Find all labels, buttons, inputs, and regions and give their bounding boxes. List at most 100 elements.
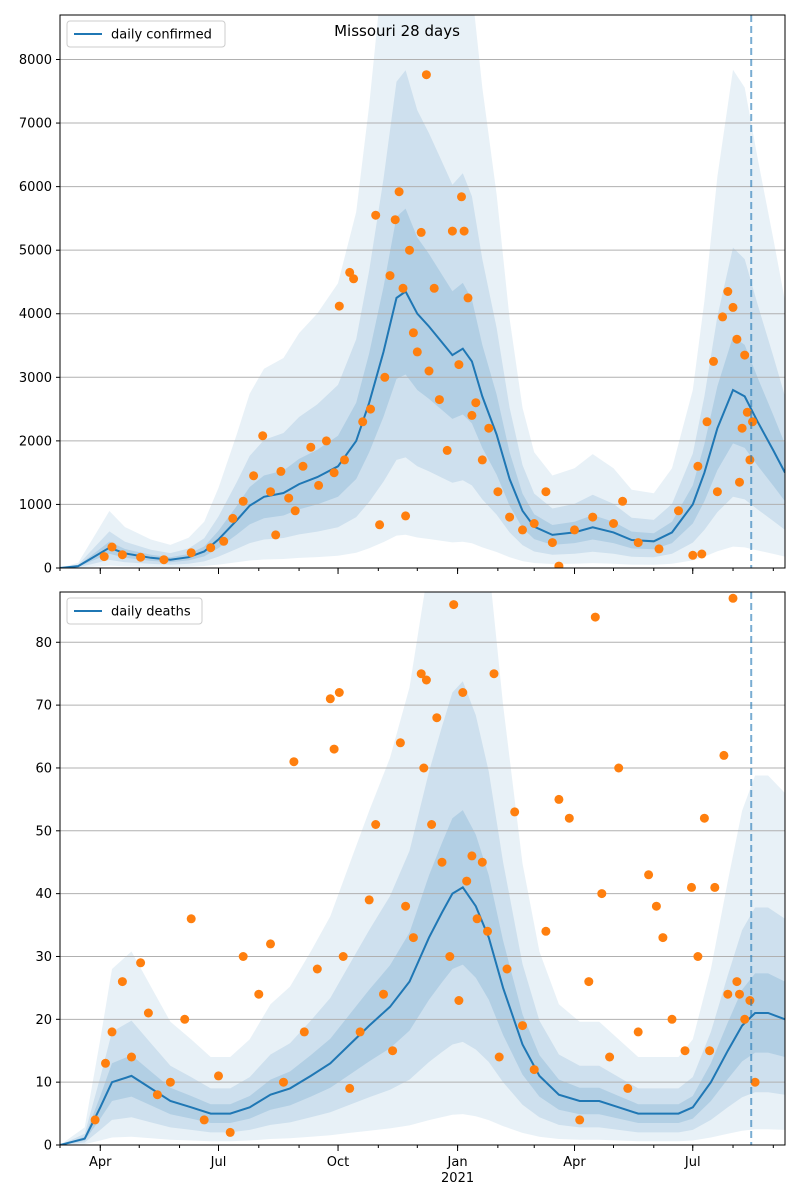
data-point — [609, 519, 618, 528]
data-point — [152, 1090, 162, 1100]
data-point — [547, 538, 557, 548]
y-tick-label: 7000 — [19, 117, 52, 132]
data-point — [429, 283, 439, 293]
data-point — [458, 688, 468, 697]
data-point — [340, 455, 349, 465]
series-line — [60, 290, 785, 568]
data-point — [518, 1021, 527, 1031]
data-point — [364, 895, 374, 905]
data-point — [477, 455, 487, 465]
data-point — [421, 70, 431, 80]
data-point — [462, 876, 472, 886]
data-point — [107, 1027, 117, 1037]
data-point — [290, 506, 300, 516]
data-point — [254, 989, 264, 999]
data-point — [597, 889, 607, 899]
y-tick-label: 6000 — [19, 180, 52, 195]
data-point — [575, 1115, 585, 1125]
y-tick-label: 20 — [35, 1013, 52, 1028]
data-point — [654, 544, 664, 554]
data-point — [588, 512, 598, 522]
data-point — [249, 471, 259, 481]
deaths-uncertainty-bands — [60, 592, 785, 1145]
y-tick-label: 60 — [35, 761, 52, 776]
data-point — [454, 360, 464, 370]
data-point — [390, 215, 400, 225]
data-point — [705, 1046, 715, 1056]
data-point — [127, 1052, 136, 1062]
data-point — [723, 287, 733, 296]
data-point — [266, 487, 275, 497]
legend-box — [66, 20, 226, 48]
data-point — [412, 347, 422, 357]
data-point — [554, 561, 564, 568]
data-point — [398, 283, 408, 293]
data-point — [186, 548, 196, 558]
data-point — [238, 496, 248, 506]
data-point — [180, 1014, 190, 1024]
legend-label: daily deaths — [111, 605, 191, 620]
data-point — [99, 552, 109, 562]
data-point — [688, 550, 698, 560]
data-point — [437, 857, 447, 867]
data-point — [424, 366, 434, 376]
data-point — [658, 933, 668, 943]
y-tick-label: 30 — [35, 950, 52, 965]
data-point — [505, 512, 515, 522]
data-point — [427, 820, 437, 829]
data-point — [214, 1071, 223, 1081]
data-point — [477, 857, 487, 867]
data-point — [419, 763, 429, 773]
data-point — [238, 952, 248, 961]
data-point — [385, 271, 395, 281]
confirmed-panel: 0 1000 2000 3000 4000 5000 6000 7000 8000 Missou… — [19, 14, 786, 577]
data-point — [742, 407, 752, 417]
data-point — [266, 939, 275, 949]
data-point — [529, 519, 539, 528]
uncertainty-band-1 — [60, 592, 785, 1145]
y-tick-label: 2000 — [19, 434, 52, 449]
x-tick-label: Jul — [684, 1155, 701, 1170]
deaths-legend: daily deaths — [66, 597, 203, 625]
data-point — [570, 525, 579, 535]
data-point — [306, 442, 316, 452]
data-point — [674, 506, 683, 516]
data-point — [502, 964, 512, 974]
data-point — [334, 688, 344, 697]
data-point — [745, 996, 755, 1005]
data-point — [467, 410, 477, 420]
y-tick-label: 70 — [35, 699, 52, 714]
x-tick-label: Oct — [327, 1155, 349, 1170]
data-point — [667, 1014, 677, 1024]
data-point — [329, 744, 339, 754]
data-point — [325, 694, 335, 704]
data-point — [493, 487, 503, 497]
confirmed-marks — [60, 15, 785, 568]
data-point — [454, 996, 464, 1005]
data-point — [541, 926, 551, 936]
data-point — [107, 542, 117, 552]
data-point — [651, 901, 661, 911]
data-point — [276, 466, 286, 476]
data-point — [401, 511, 411, 521]
data-point — [623, 1083, 633, 1093]
data-point — [702, 417, 712, 427]
data-point — [459, 226, 469, 236]
data-point — [723, 989, 733, 999]
data-point — [117, 550, 127, 560]
data-point — [225, 1127, 235, 1137]
data-point — [329, 468, 339, 478]
data-point — [584, 977, 594, 987]
deaths-marks — [60, 592, 785, 1145]
data-point — [750, 1077, 760, 1087]
legend-label: daily confirmed — [111, 28, 212, 43]
data-point — [186, 914, 196, 924]
plot-frame — [59, 14, 786, 569]
y-tick-label: 50 — [35, 824, 52, 839]
data-point — [732, 977, 742, 987]
data-point — [388, 1046, 398, 1056]
data-point — [394, 187, 404, 197]
data-point — [699, 813, 709, 823]
data-point — [358, 417, 368, 427]
